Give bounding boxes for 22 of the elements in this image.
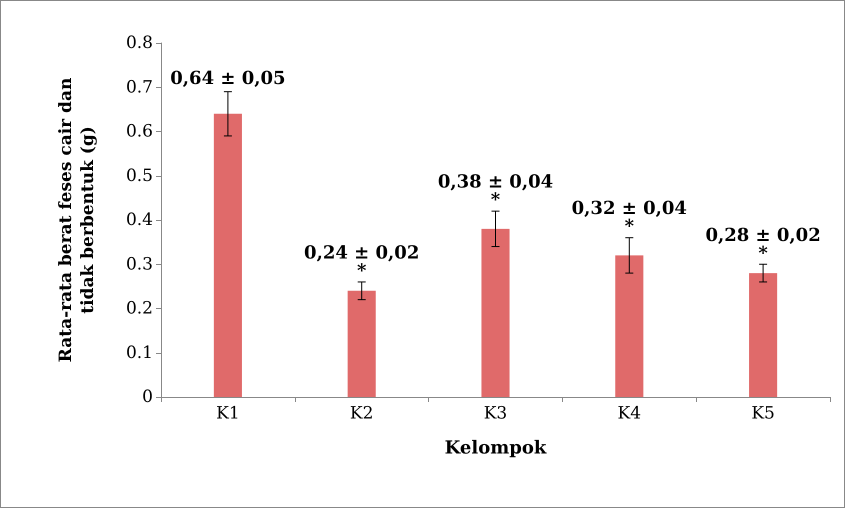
y-tick-label: 0	[142, 387, 153, 407]
y-tick-label: 0.5	[126, 166, 153, 186]
bar	[749, 273, 778, 397]
y-tick-label: 0.6	[126, 122, 153, 142]
x-tick-label: K4	[618, 404, 642, 424]
bar	[481, 228, 510, 397]
data-label: 0,64 ± 0,05	[170, 68, 286, 90]
x-tick-label: K2	[350, 404, 374, 424]
y-tick-label: 0.8	[126, 33, 153, 53]
y-tick-label: 0.3	[126, 254, 153, 274]
x-tick-label: K5	[751, 404, 775, 424]
x-tick-label: K3	[484, 404, 508, 424]
x-tick-label: K1	[216, 404, 240, 424]
bar	[348, 290, 376, 397]
y-tick-label: 0.1	[126, 342, 153, 363]
bar	[214, 114, 242, 397]
bar	[615, 255, 644, 397]
x-axis-title: Kelompok	[444, 438, 547, 458]
y-tick-label: 0.2	[126, 298, 153, 318]
y-axis-title: Rata-rata berat feses cair dan tidak berbentuk (g)	[56, 78, 98, 362]
y-tick-label: 0.7	[126, 77, 153, 98]
y-tick-label: 0.4	[126, 210, 153, 230]
